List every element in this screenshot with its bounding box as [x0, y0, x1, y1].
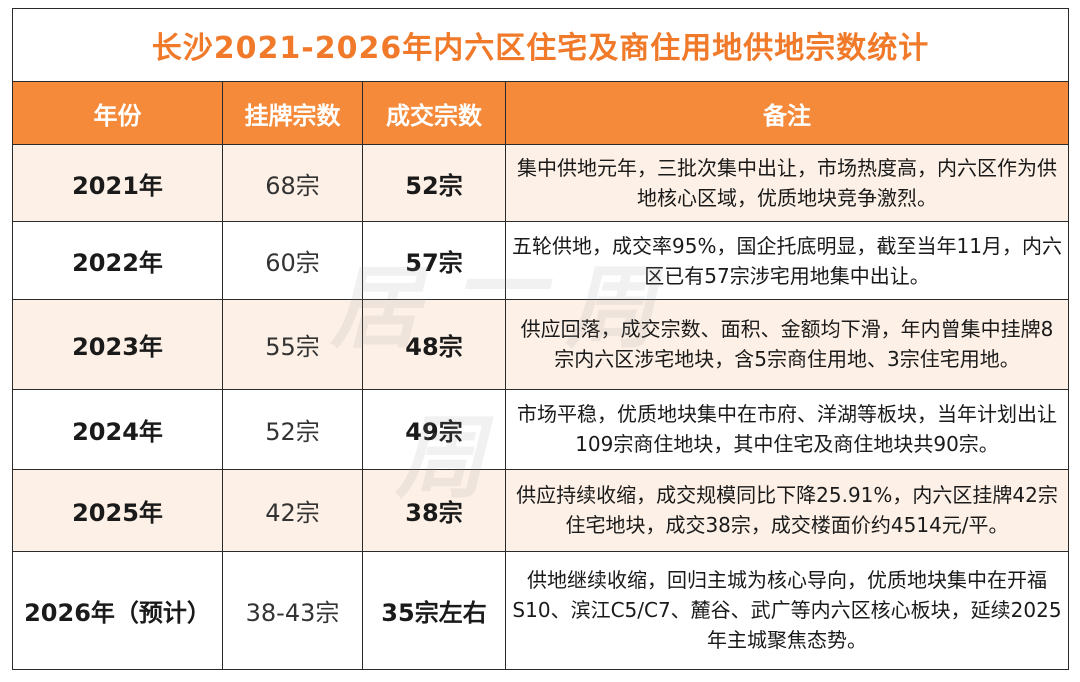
cell-deal: 49宗 — [362, 388, 506, 470]
cell-note: 五轮供地，成交率95%，国企托底明显，截至当年11月，内六区已有57宗涉宅用地集… — [504, 221, 1070, 301]
cell-deal: 38宗 — [362, 468, 506, 552]
cell-year: 2024年 — [12, 388, 223, 470]
header-year: 年份 — [12, 81, 223, 146]
cell-note: 供应持续收缩，成交规模同比下降25.91%，内六区挂牌42宗住宅地块，成交38宗… — [504, 468, 1070, 552]
cell-year: 2026年（预计） — [12, 550, 223, 671]
header-note: 备注 — [504, 81, 1070, 146]
header-row: 年份 挂牌宗数 成交宗数 备注 — [12, 81, 1070, 146]
table-row: 2025年 42宗 38宗 供应持续收缩，成交规模同比下降25.91%，内六区挂… — [12, 468, 1070, 552]
table-row: 2023年 55宗 48宗 供应回落，成交宗数、面积、金额均下滑，年内曾集中挂牌… — [12, 299, 1070, 390]
title-row: 长沙2021-2026年内六区住宅及商住用地供地宗数统计 — [11, 7, 1070, 83]
cell-deal: 52宗 — [362, 144, 506, 223]
cell-deal: 57宗 — [362, 221, 506, 301]
cell-year: 2023年 — [12, 299, 223, 390]
cell-listed: 60宗 — [222, 221, 363, 301]
cell-year: 2021年 — [12, 144, 223, 223]
cell-listed: 52宗 — [222, 388, 363, 470]
cell-deal: 35宗左右 — [362, 550, 506, 671]
cell-year: 2022年 — [12, 221, 223, 301]
cell-note: 供应回落，成交宗数、面积、金额均下滑，年内曾集中挂牌8宗内六区涉宅地块，含5宗商… — [504, 299, 1070, 390]
table-row: 2024年 52宗 49宗 市场平稳，优质地块集中在市府、洋湖等板块，当年计划出… — [12, 388, 1070, 470]
cell-year: 2025年 — [12, 468, 223, 552]
cell-deal: 48宗 — [362, 299, 506, 390]
cell-listed: 42宗 — [222, 468, 363, 552]
header-deal: 成交宗数 — [362, 81, 506, 146]
table-row: 2021年 68宗 52宗 集中供地元年，三批次集中出让，市场热度高，内六区作为… — [12, 144, 1070, 223]
header-listed: 挂牌宗数 — [222, 81, 363, 146]
table-title: 长沙2021-2026年内六区住宅及商住用地供地宗数统计 — [11, 7, 1070, 83]
land-supply-table: 长沙2021-2026年内六区住宅及商住用地供地宗数统计 年份 挂牌宗数 成交宗… — [11, 7, 1070, 671]
cell-note: 供地继续收缩，回归主城为核心导向，优质地块集中在开福S10、滨江C5/C7、麓谷… — [504, 550, 1070, 671]
cell-note: 市场平稳，优质地块集中在市府、洋湖等板块，当年计划出让109宗商住地块，其中住宅… — [504, 388, 1070, 470]
cell-listed: 68宗 — [222, 144, 363, 223]
cell-listed: 55宗 — [222, 299, 363, 390]
table-row: 2026年（预计） 38-43宗 35宗左右 供地继续收缩，回归主城为核心导向，… — [12, 550, 1070, 671]
table-row: 2022年 60宗 57宗 五轮供地，成交率95%，国企托底明显，截至当年11月… — [12, 221, 1070, 301]
cell-listed: 38-43宗 — [222, 550, 363, 671]
cell-note: 集中供地元年，三批次集中出让，市场热度高，内六区作为供地核心区域，优质地块竞争激… — [504, 144, 1070, 223]
